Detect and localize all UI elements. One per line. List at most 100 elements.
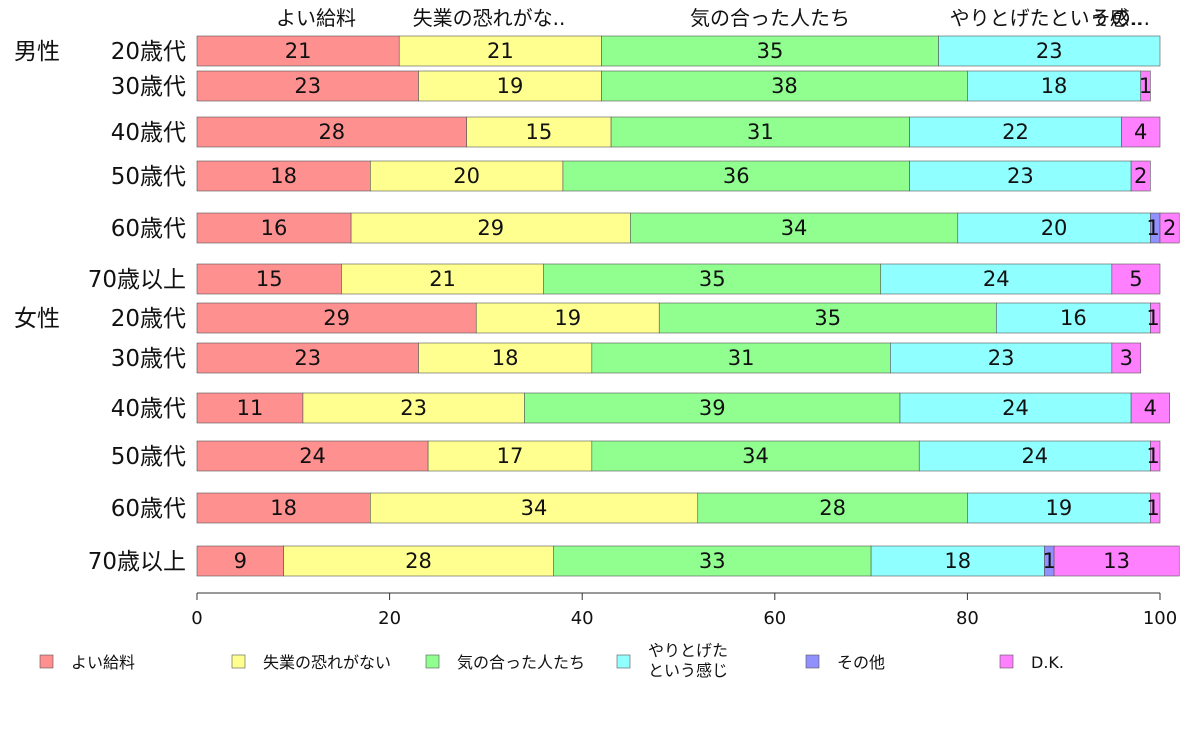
bar-value-label: 9: [234, 549, 247, 573]
bar-segment: [196, 35, 400, 67]
x-tick-label: 60: [763, 608, 786, 629]
top-series-label: よい給料: [276, 6, 356, 30]
bar-segment: [418, 70, 602, 102]
bar-value-label: 29: [477, 216, 504, 240]
bar-segment: [370, 160, 564, 192]
bar-value-label: 35: [757, 39, 784, 63]
bar-segment: [283, 545, 554, 577]
bar-value-label: 38: [771, 74, 798, 98]
bar-segment: [196, 116, 467, 148]
bar-value-label: 13: [1103, 549, 1130, 573]
category-label: 20歳代: [111, 306, 186, 332]
bar-value-label: 2: [1134, 164, 1147, 188]
bar-value-label: 1: [1146, 444, 1159, 468]
bar-segment: [341, 263, 544, 295]
category-label: 40歳代: [111, 120, 186, 146]
bar-segment: [1150, 440, 1161, 472]
bar-segment: [398, 35, 602, 67]
legend-label: やりとげた: [648, 641, 728, 660]
bar-value-label: 35: [814, 306, 841, 330]
bar-segment: [899, 392, 1132, 424]
bar-value-label: 1: [1139, 74, 1152, 98]
legend-label: 気の合った人たち: [457, 653, 585, 672]
bar-segment: [909, 116, 1122, 148]
bar-value-label: 11: [237, 396, 264, 420]
bar-segment: [967, 70, 1142, 102]
top-series-label: やりとげたという感..: [950, 6, 1143, 30]
bar-segment: [1130, 392, 1170, 424]
top-series-label: 気の合った人たち: [690, 6, 850, 30]
bar-segment: [630, 212, 959, 244]
x-tick-label: 100: [1143, 608, 1177, 629]
bar-segment: [196, 263, 342, 295]
legend-label: という感じ: [648, 661, 728, 680]
bar-segment: [1121, 116, 1161, 148]
bar-segment: [880, 263, 1113, 295]
category-label: 60歳代: [111, 216, 186, 242]
bar-value-label: 18: [492, 346, 519, 370]
bar-value-label: 15: [256, 267, 283, 291]
bar-segment: [601, 70, 968, 102]
bar-value-label: 23: [294, 346, 321, 370]
bar-value-label: 15: [525, 120, 552, 144]
bar-value-label: 34: [521, 496, 548, 520]
bar-segment: [196, 492, 371, 524]
bar-value-label: 34: [781, 216, 808, 240]
bar-value-label: 17: [497, 444, 524, 468]
bar-segment: [658, 302, 997, 334]
bar-value-label: 1: [1043, 549, 1056, 573]
bar-segment: [967, 492, 1151, 524]
bar-value-label: 23: [294, 74, 321, 98]
bar-segment: [938, 35, 1161, 67]
bar-value-label: 29: [323, 306, 350, 330]
bar-segment: [918, 440, 1151, 472]
bar-segment: [1111, 342, 1142, 374]
bar-segment: [370, 492, 699, 524]
bar-value-label: 23: [988, 346, 1015, 370]
bar-value-label: 34: [742, 444, 769, 468]
bar-segment: [601, 35, 939, 67]
bar-value-label: 1: [1146, 216, 1159, 240]
bar-segment: [475, 302, 660, 334]
legend-swatch: [999, 654, 1014, 669]
category-label: 20歳代: [111, 39, 186, 65]
bar-segment: [890, 342, 1113, 374]
bar-value-label: 36: [723, 164, 750, 188]
bar-segment: [302, 392, 525, 424]
bar-value-label: 19: [554, 306, 581, 330]
bar-value-label: 5: [1129, 267, 1142, 291]
bar-value-label: 2: [1163, 216, 1176, 240]
bar-value-label: 16: [261, 216, 288, 240]
bar-value-label: 28: [318, 120, 345, 144]
category-label: 40歳代: [111, 396, 186, 422]
bar-value-label: 19: [497, 74, 524, 98]
bar-segment: [196, 212, 352, 244]
legend-label: よい給料: [71, 653, 135, 672]
bar-value-label: 28: [819, 496, 846, 520]
legend-swatch: [39, 654, 54, 669]
bar-segment: [1053, 545, 1180, 577]
bar-value-label: 21: [487, 39, 514, 63]
bar-value-label: 18: [270, 164, 297, 188]
category-label: 70歳以上: [88, 267, 186, 293]
bar-value-label: 33: [699, 549, 726, 573]
bar-value-label: 1: [1146, 306, 1159, 330]
bar-segment: [196, 160, 371, 192]
bar-value-label: 18: [944, 549, 971, 573]
bar-segment: [1159, 212, 1180, 244]
bar-segment: [591, 440, 920, 472]
bar-segment: [427, 440, 593, 472]
bar-value-label: 4: [1134, 120, 1147, 144]
group-label: 男性: [14, 39, 60, 65]
x-tick-label: 0: [191, 608, 202, 629]
legend-label: D.K.: [1031, 653, 1064, 672]
bar-segment: [418, 342, 593, 374]
bar-value-label: 21: [429, 267, 456, 291]
legend-swatch: [616, 654, 631, 669]
bar-value-label: 3: [1120, 346, 1133, 370]
category-label: 30歳代: [111, 346, 186, 372]
top-series-label: 失業の恐れがな..: [413, 6, 566, 30]
x-tick-label: 40: [571, 608, 594, 629]
bar-segment: [1150, 302, 1161, 334]
